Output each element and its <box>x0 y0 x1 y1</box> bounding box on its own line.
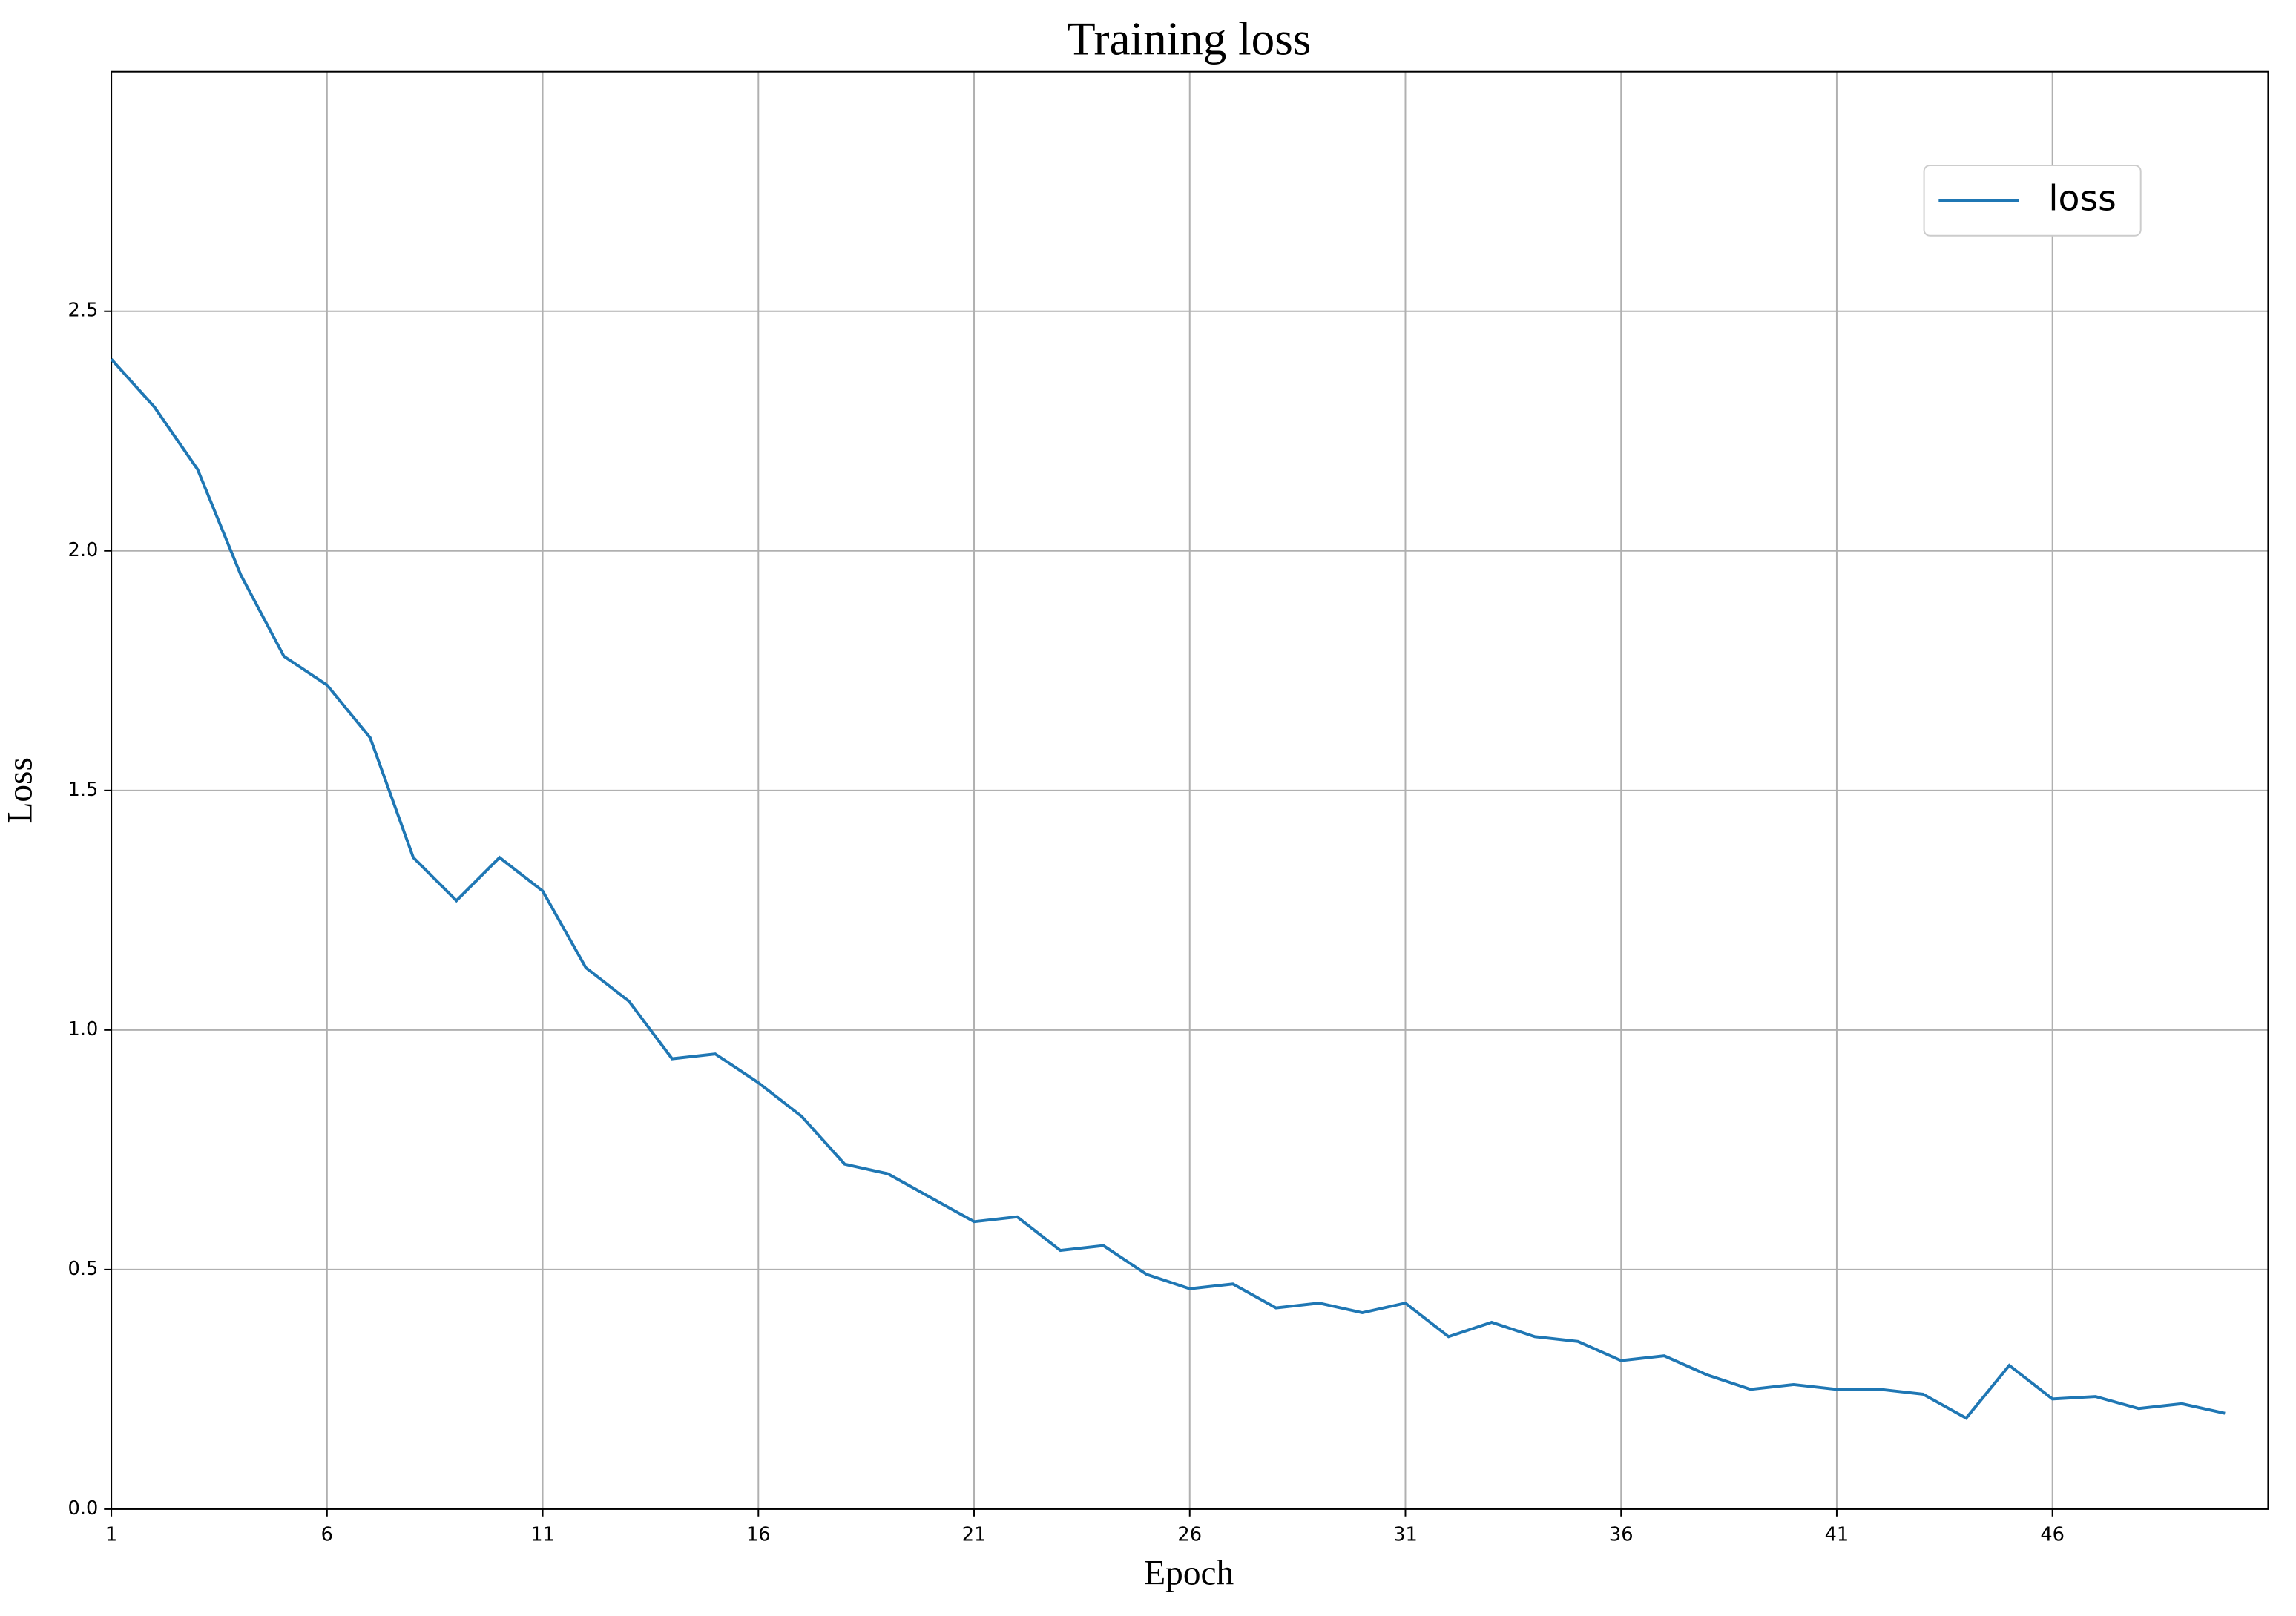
x-tick-label: 11 <box>530 1523 555 1546</box>
x-tick-label: 21 <box>962 1523 987 1546</box>
x-tick-label: 31 <box>1393 1523 1418 1546</box>
x-tick-label: 36 <box>1609 1523 1634 1546</box>
legend-label: loss <box>2048 178 2116 219</box>
line-series <box>110 358 2226 1420</box>
x-tick-label: 16 <box>746 1523 771 1546</box>
x-tick-label: 46 <box>2040 1523 2065 1546</box>
x-tick-label: 6 <box>321 1523 333 1546</box>
x-axis-label: Epoch <box>1144 1554 1234 1593</box>
x-tick-label: 41 <box>1825 1523 1849 1546</box>
plot-frame <box>111 70 2269 1510</box>
legend-box <box>1923 165 2142 237</box>
y-tick-label: 1.0 <box>68 1018 99 1040</box>
x-tick-label: 26 <box>1177 1523 1202 1546</box>
x-tick-label: 1 <box>105 1523 117 1546</box>
y-axis-label: Loss <box>1 757 40 823</box>
y-tick-label: 1.5 <box>68 779 99 801</box>
y-tick-label: 0.0 <box>68 1497 99 1520</box>
chart-title: Training loss <box>1067 13 1311 65</box>
y-tick-label: 0.5 <box>68 1258 99 1280</box>
y-tick-label: 2.5 <box>68 300 99 322</box>
y-tick-label: 2.0 <box>68 539 99 561</box>
